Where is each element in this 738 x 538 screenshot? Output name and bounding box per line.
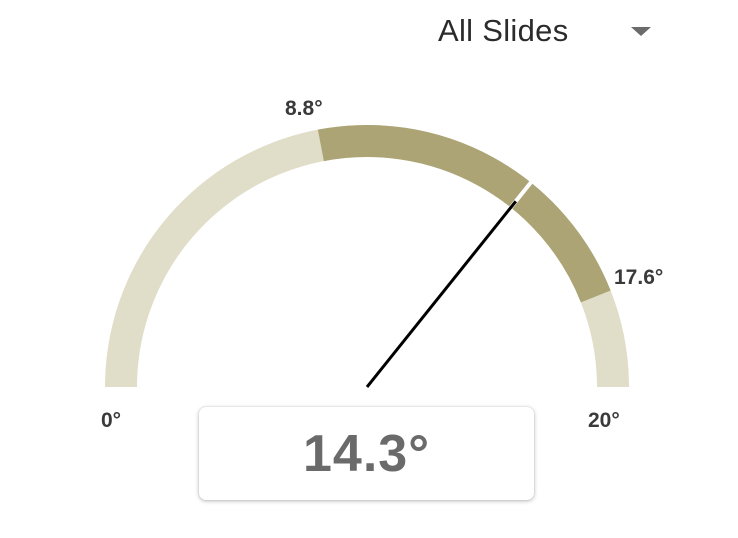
gauge-needle: [365, 200, 517, 388]
gauge-max-label: 20°: [588, 409, 620, 432]
dropdown-arrow-icon: [631, 27, 651, 36]
gauge-value-readout: 14.3°: [302, 424, 430, 483]
slide-filter-selected-label: All Slides: [438, 13, 569, 48]
slide-filter-dropdown[interactable]: All Slides: [430, 6, 666, 56]
gauge-band-low-label: 8.8°: [285, 97, 323, 120]
gauge-value-box: 14.3°: [199, 407, 534, 500]
gauge-target-band: [317, 125, 611, 303]
gauge-track: [105, 125, 629, 388]
gauge-band-high-label: 17.6°: [614, 266, 663, 289]
gauge-min-label: 0°: [101, 409, 121, 432]
